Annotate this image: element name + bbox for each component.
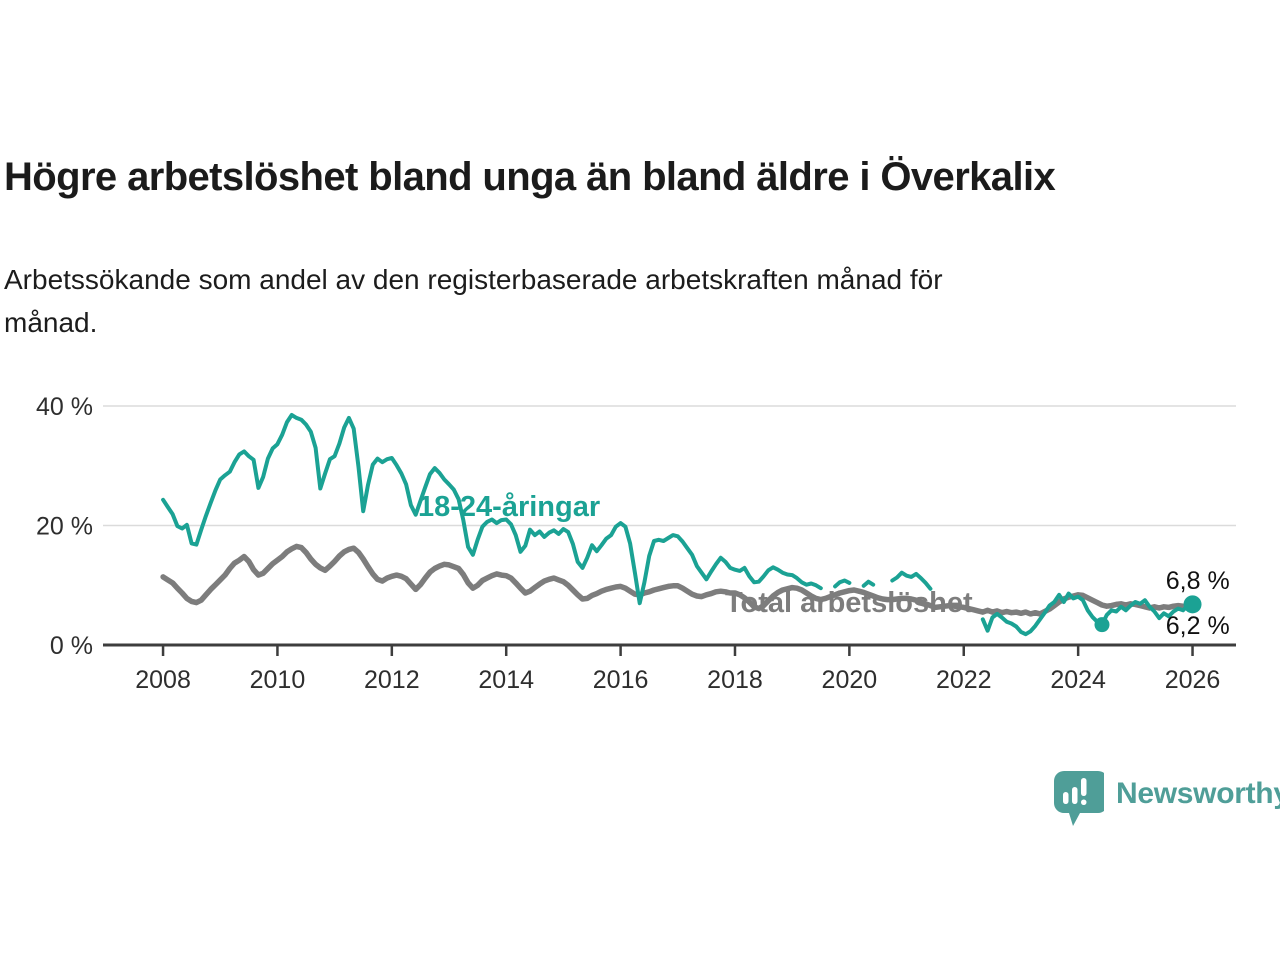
x-tick-label: 2022 — [936, 666, 992, 694]
value-label-young-latest: 6,8 % — [1166, 567, 1230, 595]
logo-bar-small — [1063, 792, 1069, 804]
logo-bubble — [1054, 771, 1104, 826]
newsworthy-logo: Newsworthy — [1052, 770, 1280, 828]
data-point-marker — [1183, 595, 1202, 614]
x-tick-label: 2016 — [593, 666, 649, 694]
x-tick-label: 2010 — [250, 666, 306, 694]
y-tick-label: 20 % — [36, 513, 93, 541]
series-total-arbetsl-shet-line — [160, 543, 1196, 617]
chart-subtitle: Arbetssökande som andel av den registerb… — [4, 258, 943, 344]
x-tick-label: 2024 — [1050, 666, 1106, 694]
x-tick-label: 2020 — [822, 666, 878, 694]
x-tick-label: 2008 — [135, 666, 191, 694]
series-label-18-24: 18-24-åringar — [418, 491, 600, 523]
x-tick-label: 2012 — [364, 666, 420, 694]
series-18-24-ringar-line — [161, 413, 1195, 637]
value-label-total-latest: 6,2 % — [1166, 612, 1230, 640]
logo-exclamation-stem — [1081, 778, 1087, 796]
data-point-marker — [1094, 617, 1110, 633]
newsworthy-logo-icon — [1054, 771, 1104, 826]
x-tick-label: 2018 — [707, 666, 763, 694]
logo-exclamation-dot — [1081, 799, 1087, 805]
x-tick-label: 2026 — [1165, 666, 1221, 694]
x-tick-label: 2014 — [478, 666, 534, 694]
chart-subtitle-line2: månad. — [4, 307, 98, 338]
logo-bar-medium — [1072, 787, 1078, 804]
chart-title: Högre arbetslöshet bland unga än bland ä… — [4, 155, 1056, 199]
newsworthy-logo-text: Newsworthy — [1116, 777, 1280, 810]
y-tick-label: 40 % — [36, 393, 93, 421]
chart-subtitle-line1: Arbetssökande som andel av den registerb… — [4, 264, 943, 295]
y-tick-label: 0 % — [50, 632, 93, 660]
series-label-total: Total arbetslöshet — [725, 587, 973, 619]
